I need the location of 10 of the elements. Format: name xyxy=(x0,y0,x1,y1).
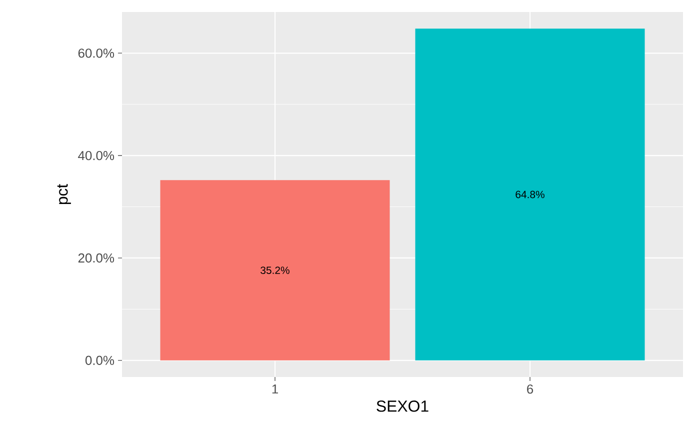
x-tick-label: 6 xyxy=(527,384,534,394)
data-label: 64.8% xyxy=(516,190,544,198)
x-axis-title: SEXO1 xyxy=(376,400,428,412)
y-tick-label: 60.0% xyxy=(78,48,114,58)
y-tick-label: 20.0% xyxy=(78,253,114,263)
y-axis-title: pct xyxy=(57,184,71,204)
data-label: 35.2% xyxy=(260,266,290,274)
y-tick-label: 40.0% xyxy=(78,150,114,160)
x-tick-label: 1 xyxy=(272,384,278,394)
y-tick-label: 0.0% xyxy=(85,356,114,365)
